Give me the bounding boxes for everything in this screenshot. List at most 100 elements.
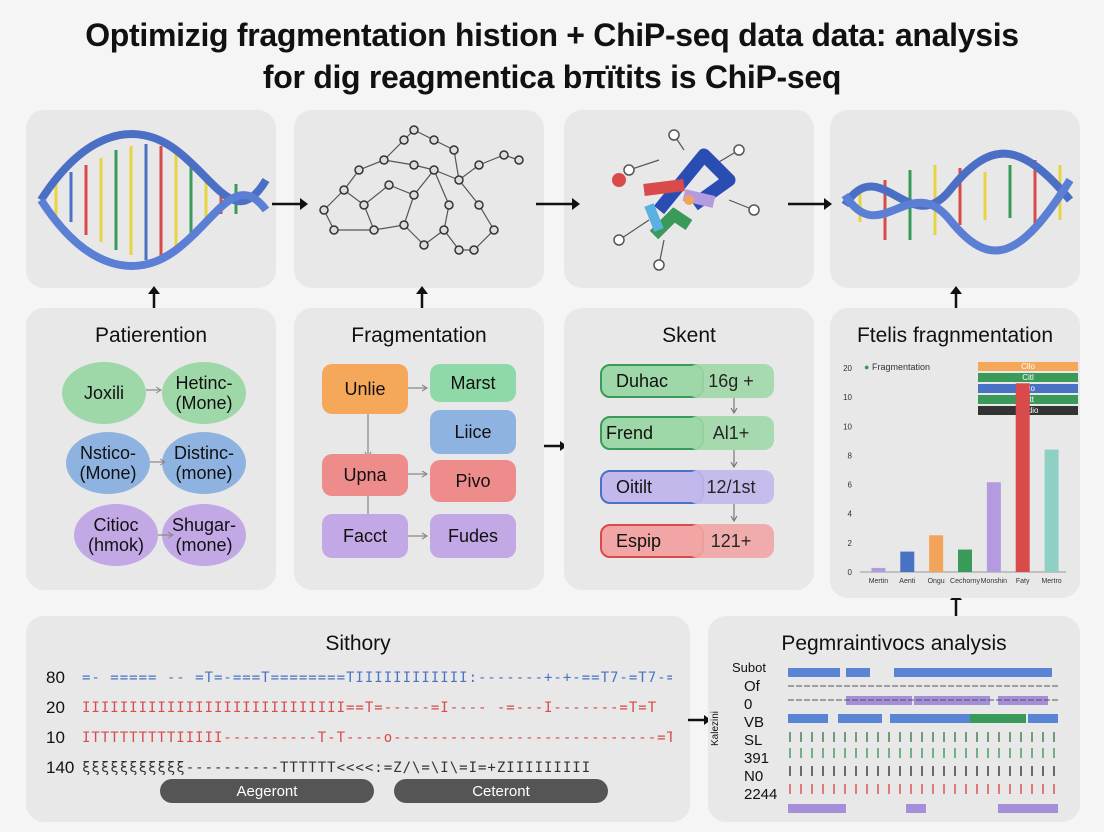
bar	[929, 535, 944, 572]
bar	[1015, 383, 1030, 572]
title-line-1: Optimizig fragmentation histion + ChiP-s…	[85, 17, 1019, 53]
y-tick-label: 8	[848, 451, 853, 460]
sequence-track: ITTTTTTTTTIIIII----------T-T----o-------…	[82, 730, 672, 746]
ceteront-button[interactable]: Ceteront	[394, 779, 608, 803]
panel-title: Skent	[662, 324, 716, 347]
y-tick-label: 2	[848, 539, 853, 548]
legend-entry: Citl	[978, 373, 1078, 382]
molecule-network-icon	[319, 125, 524, 255]
track-label: N0	[744, 768, 764, 785]
sequence-track: IIIIIIIIIIIIIIIIIIIIIIIIIIII==T=-----=I-…	[82, 700, 658, 716]
sequence-track: ξξξξξξξξξξξ----------TTTTTT<<<<:=Z/\=\I\…	[82, 760, 592, 776]
process-circle: Hetinc- (Mone)	[162, 362, 246, 424]
sequence-row-label: 20	[46, 698, 65, 717]
sequence-row-label: 140	[46, 758, 75, 777]
dna-panel-right	[830, 110, 1080, 288]
process-circle: Distinc- (mone)	[162, 432, 246, 494]
fragmentation-panel: Fragmentation Unlie Marst Liice Upna Pivo Fac…	[294, 308, 544, 590]
track-label: 2244	[744, 786, 778, 803]
x-tick-label: Mertro	[1041, 578, 1061, 585]
panel-title: Patierention	[94, 324, 208, 347]
track-segment	[890, 714, 970, 723]
bar	[1044, 449, 1059, 572]
track-label: Subot	[732, 660, 766, 675]
process-circle: Nstico- (Mone)	[66, 432, 150, 494]
bar	[986, 482, 1001, 572]
track-segment	[906, 804, 926, 813]
sithory-panel: Sithory 80 =- ===== -- =T=-===T========TI…	[26, 616, 690, 822]
row-right-pill: 16g +	[688, 364, 774, 398]
row-right-pill: 12/1st	[688, 470, 774, 504]
track-segment	[1028, 714, 1058, 723]
sequence-row-label: 80	[46, 668, 65, 687]
y-tick-label: 10	[843, 393, 852, 402]
arrow-right-icon	[688, 715, 711, 725]
dna-helix-icon-right	[841, 149, 1074, 255]
sequence-track: =- ===== -- =T=-===T========TIIIIIIIIIII…	[82, 670, 672, 686]
row-right-pill: 121+	[688, 524, 774, 558]
bar	[900, 551, 915, 572]
y-tick-label: 0	[848, 568, 853, 577]
panel-title: Sithory	[325, 632, 391, 655]
x-tick-label: Aenti	[899, 578, 915, 585]
analysis-panel: Pegmraintivocs analysis Subot Of 0 VB SL 391 N…	[708, 616, 1080, 822]
patierention-panel: Patierention Joxili Hetinc- (Mone) Nstico-…	[26, 308, 276, 590]
arrow-right-icon	[272, 198, 308, 210]
row-left-pill: Oitilt	[600, 470, 704, 504]
skent-panel: Skent Duhac 16g + Frend Al1+ Oitilt 12/1st Esp…	[564, 308, 814, 590]
x-tick-label: Monshin	[981, 578, 1008, 585]
fragment-box: Marst	[430, 364, 516, 402]
connector-arrows	[146, 386, 174, 539]
x-tick-label: Ongu	[928, 578, 945, 585]
y-tick-label: 10	[843, 422, 852, 431]
y-tick-label: 20	[843, 364, 852, 373]
flow-lines	[730, 398, 738, 523]
track-label: VB	[744, 714, 765, 731]
process-circle: Shugar- (mone)	[162, 504, 246, 566]
aegeront-button[interactable]: Aegeront	[160, 779, 374, 803]
track-segment	[788, 804, 846, 813]
ftelis-chart-panel: Ftelis fragnmentation ● Fragmentation Cl…	[830, 308, 1080, 598]
arrow-right-icon	[544, 441, 567, 451]
track-segment	[970, 714, 1026, 723]
track-segment	[998, 804, 1058, 813]
track-segment	[838, 714, 882, 723]
row-right-pill: Al1+	[688, 416, 774, 450]
genome-tracks	[788, 668, 1060, 813]
x-tick-label: Cechorny	[950, 578, 980, 585]
y-tick-label: 4	[848, 510, 853, 519]
bar	[958, 549, 972, 572]
fragment-box: Pivo	[430, 460, 516, 502]
process-circle: Citioc (hmok)	[74, 504, 158, 566]
row-left-pill: Frend	[600, 416, 704, 450]
track-label: 0	[744, 696, 753, 713]
fragment-box: Fudes	[430, 514, 516, 558]
bar	[871, 567, 886, 572]
track-label: Of	[744, 678, 760, 695]
fragment-box: Liice	[430, 410, 516, 454]
network-panel	[294, 110, 544, 288]
track-segment	[846, 668, 870, 677]
track-segment	[894, 668, 984, 677]
protein-panel	[564, 110, 814, 288]
track-label: SL	[744, 732, 763, 749]
fragment-box: Upna	[322, 454, 408, 496]
legend-dot-icon: ●	[864, 362, 870, 372]
track-segment	[788, 668, 840, 677]
panel-title: Pegmraintivocs analysis	[781, 632, 1007, 655]
row-left-pill: Duhac	[600, 364, 704, 398]
track-label: 391	[744, 750, 770, 767]
track-segment	[966, 668, 1052, 677]
process-circle: Joxili	[62, 362, 146, 424]
protein-structure-icon	[612, 129, 760, 271]
page-title: Optimizig fragmentation histion + ChiP-s…	[0, 14, 1104, 98]
panel-title: Fragmentation	[351, 324, 487, 347]
arrow-right-icon	[788, 198, 832, 210]
fragment-box: Facct	[322, 514, 408, 558]
dna-helix-icon	[37, 130, 270, 270]
x-tick-label: Mertin	[869, 578, 889, 585]
sequence-row-label: 10	[46, 728, 65, 747]
title-line-2: for dig reagmentica bπïtits is ChiP-seq	[262, 59, 842, 95]
dna-panel-left	[26, 110, 276, 288]
legend-title-text: Fragmentation	[871, 362, 930, 372]
